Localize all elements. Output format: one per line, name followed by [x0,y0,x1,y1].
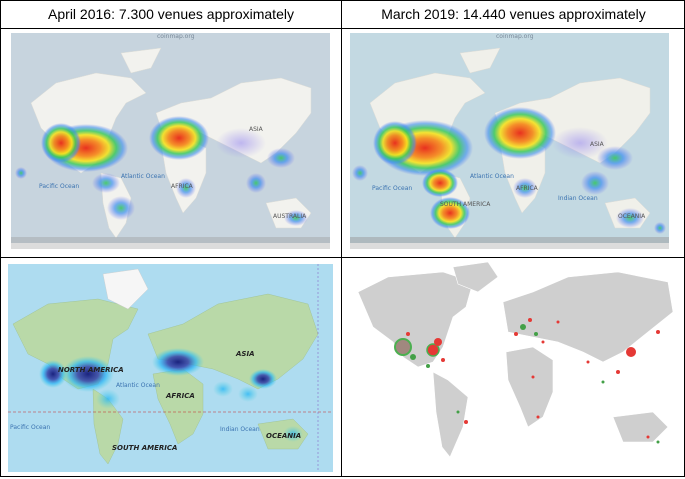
label-asia: ASIA [590,141,604,148]
label-australia: AUSTRALIA [273,213,307,220]
bubble-map-svg [348,261,678,474]
header-march-2019: March 2019: 14.440 venues approximately [381,6,646,22]
label-asia: ASIA [236,350,255,358]
label-north-america: NORTH AMERICA [58,366,124,374]
label-africa: AFRICA [516,185,538,192]
label-africa: AFRICA [171,183,193,190]
label-atlantic: Atlantic Ocean [116,382,160,389]
heatmap-blue: NORTH AMERICA ASIA AFRICA SOUTH AMERICA … [8,264,333,472]
label-oceania: OCEANIA [618,213,646,220]
label-asia: ASIA [249,126,263,133]
table-border-header [0,28,685,29]
map-title: coinmap.org [157,33,195,40]
label-pacific: Pacific Ocean [372,185,413,192]
heatmap-2016-svg [11,33,330,249]
label-indian: Indian Ocean [558,195,598,202]
table-border-center [341,0,342,477]
table-border-middle [0,257,685,258]
label-atlantic: Atlantic Ocean [470,173,514,180]
greenland-shape [102,268,149,310]
map-title: coinmap.org [496,33,534,40]
heatmap-2019: coinmap.org Pacific Ocean Atlantic Ocean… [350,33,669,249]
table-border-top [0,0,685,1]
table-border-left [0,0,1,477]
label-south-america: SOUTH AMERICA [440,201,491,208]
label-oceania: OCEANIA [266,432,302,440]
heatmap-2016: coinmap.org Pacific Ocean Atlantic Ocean… [11,33,330,249]
header-april-2016: April 2016: 7.300 venues approximately [48,6,294,22]
heatmap-2019-svg [350,33,669,249]
label-indian: Indian Ocean [220,426,260,433]
label-africa: AFRICA [166,392,195,400]
label-pacific: Pacific Ocean [39,183,80,190]
label-pacific: Pacific Ocean [10,424,51,431]
bubble-map [348,261,678,474]
label-atlantic: Atlantic Ocean [121,173,165,180]
heatmap-blue-svg [8,264,333,472]
label-south-america: SOUTH AMERICA [112,444,178,452]
